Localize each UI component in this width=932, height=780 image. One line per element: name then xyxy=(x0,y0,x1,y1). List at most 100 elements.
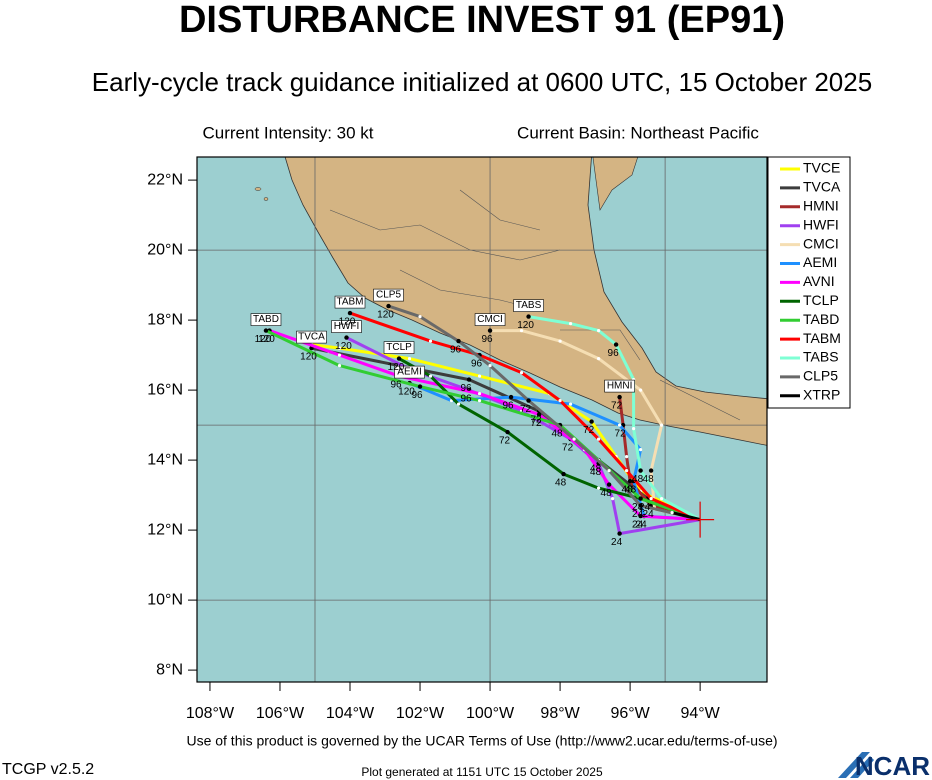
x-tick-label: 100°W xyxy=(466,705,515,722)
track-point xyxy=(638,468,643,473)
model-tag-box xyxy=(474,313,506,326)
track-point xyxy=(428,374,433,378)
track-point xyxy=(466,377,472,382)
model-tag: HWFI xyxy=(334,321,360,332)
hour-label: 120 xyxy=(339,317,356,328)
hour-label: 120 xyxy=(258,334,275,345)
model-tag: TCLP xyxy=(386,342,412,353)
legend-label: TABD xyxy=(803,311,839,327)
x-tick-label: 104°W xyxy=(326,705,375,722)
model-tag-box xyxy=(331,320,362,333)
track-line xyxy=(265,329,701,522)
track-point xyxy=(670,510,674,515)
track-point xyxy=(505,429,510,435)
track-point xyxy=(519,329,524,333)
legend-label: TABS xyxy=(803,349,839,365)
legend-label: TCLP xyxy=(803,292,839,308)
track-point xyxy=(558,399,562,403)
hour-label: 72 xyxy=(583,425,595,436)
hour-label: 72 xyxy=(531,418,543,429)
hour-label: 24 xyxy=(632,502,644,513)
track-line xyxy=(618,396,701,522)
hour-label: 48 xyxy=(625,485,637,496)
hour-label: 120 xyxy=(377,310,394,321)
track-point xyxy=(477,374,482,378)
hour-label: 72 xyxy=(499,436,511,447)
hour-label: 24 xyxy=(611,537,623,548)
track-point xyxy=(337,353,342,357)
hour-label: 96 xyxy=(411,390,423,401)
track-point xyxy=(572,437,576,441)
track-point xyxy=(477,399,482,403)
logo: NCAR xyxy=(855,751,930,780)
track-point xyxy=(596,437,601,441)
island xyxy=(254,187,262,191)
track-point xyxy=(625,455,629,459)
model-tag: TVCA xyxy=(298,332,325,343)
track-point xyxy=(627,478,633,484)
hour-label: 120 xyxy=(300,352,317,363)
hour-label: 24 xyxy=(643,509,655,520)
model-tag: CLP5 xyxy=(376,290,401,301)
track-point xyxy=(625,469,629,473)
x-tick-label: 106°W xyxy=(256,705,305,722)
model-tag: TABM xyxy=(336,297,363,308)
track-point xyxy=(417,384,423,389)
track-point xyxy=(639,448,643,452)
hour-label: 48 xyxy=(555,478,567,489)
track-point xyxy=(561,471,566,477)
y-tick-label: 14°N xyxy=(147,451,183,468)
legend-label: CMCI xyxy=(803,235,839,251)
x-tick-label: 108°W xyxy=(186,705,235,722)
x-tick-label: 98°W xyxy=(540,705,580,722)
basin: Current Basin: Northeast Pacific xyxy=(517,123,759,142)
legend-label: AVNI xyxy=(803,273,835,289)
model-tag-box xyxy=(383,341,415,354)
track-line xyxy=(671,511,701,522)
hour-label: 72 xyxy=(562,443,574,454)
track-point xyxy=(617,531,622,536)
y-tick-label: 18°N xyxy=(147,311,183,328)
track-point xyxy=(526,314,531,319)
hour-label: 48 xyxy=(552,429,564,440)
track-point xyxy=(508,394,514,400)
model-tag-box xyxy=(513,299,544,312)
legend-label: CLP5 xyxy=(803,368,838,384)
hour-label: 72 xyxy=(531,415,543,426)
model-tag-box xyxy=(250,313,282,326)
track-point xyxy=(263,328,269,333)
hour-label: 96 xyxy=(450,345,462,356)
track-point xyxy=(648,468,654,473)
track-point xyxy=(632,427,636,431)
hour-label: 72 xyxy=(520,404,532,415)
logo-mark xyxy=(838,752,874,778)
island xyxy=(263,197,269,201)
track-point xyxy=(596,329,601,333)
hour-label: 120 xyxy=(335,341,352,352)
track-point xyxy=(617,423,622,427)
current-position xyxy=(686,501,715,538)
track-point xyxy=(638,513,643,519)
legend-label: TVCA xyxy=(803,179,841,195)
track-point xyxy=(386,303,391,309)
track-point xyxy=(456,338,461,344)
track-point xyxy=(526,398,531,403)
legend-label: XTRP xyxy=(803,387,840,403)
track-point xyxy=(606,482,612,487)
generated: Plot generated at 1151 UTC 15 October 20… xyxy=(361,765,603,779)
hour-label: 48 xyxy=(643,474,655,485)
plot-frame xyxy=(196,156,768,683)
model-tag: AEMI xyxy=(397,367,421,378)
subtitle: Early-cycle track guidance initialized a… xyxy=(92,67,872,97)
track-point xyxy=(347,310,353,316)
hour-label: 120 xyxy=(517,320,534,331)
hour-label: 72 xyxy=(615,429,627,440)
track-point xyxy=(638,496,643,501)
track-point xyxy=(617,394,622,400)
hour-label: 48 xyxy=(622,485,634,496)
hour-label: 96 xyxy=(502,401,514,412)
x-tick-label: 102°W xyxy=(396,705,445,722)
model-tag: TABD xyxy=(253,314,279,325)
y-tick-label: 22°N xyxy=(147,171,183,188)
